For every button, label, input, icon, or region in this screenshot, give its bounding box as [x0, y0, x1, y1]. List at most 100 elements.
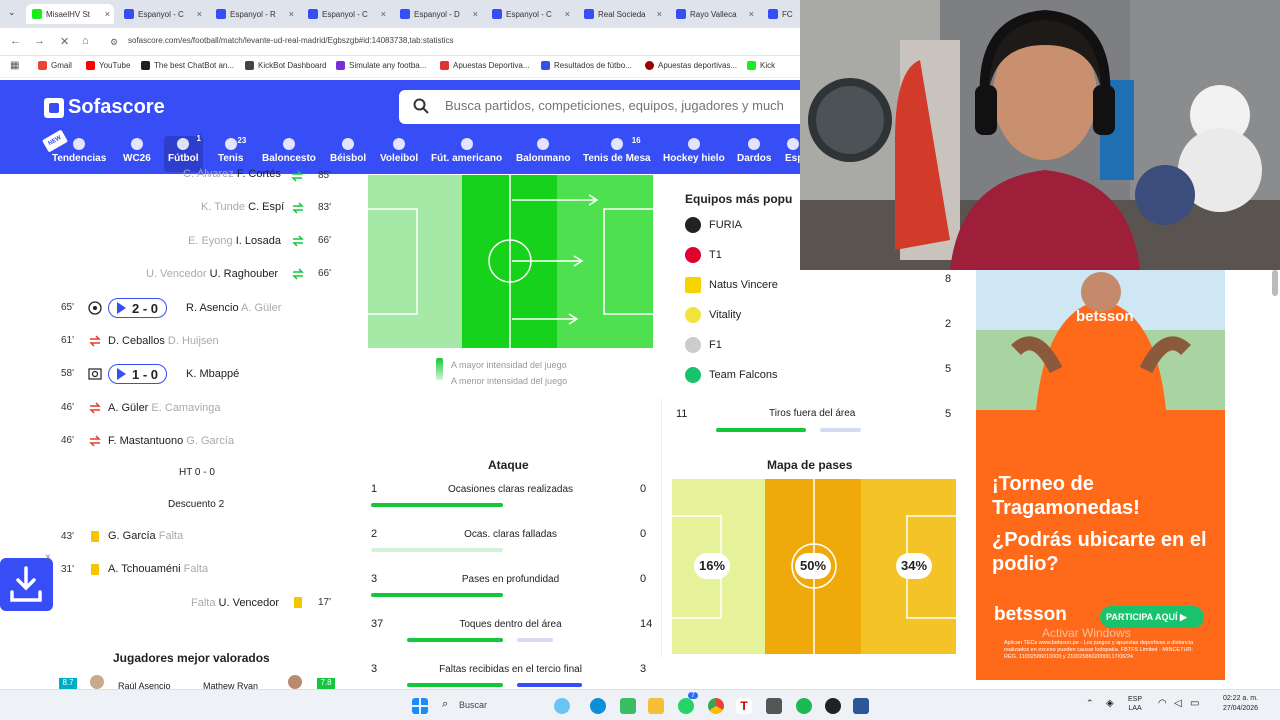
popular-team-item[interactable]: FURIA [685, 217, 742, 233]
bookmark-item[interactable]: Apuestas deportivas... [645, 61, 737, 70]
stat-label: Ocasiones claras realizadas [447, 484, 574, 495]
goal-highlight-button[interactable]: 2 - 0 [108, 298, 168, 318]
stop-loading-icon[interactable]: ✕ [60, 36, 70, 48]
tray-chevron-icon[interactable]: ⌃ [1086, 698, 1094, 708]
sport-tab-baloncesto[interactable]: Baloncesto [262, 138, 316, 164]
esports-icon [786, 138, 799, 150]
popular-team-item[interactable]: Natus Vincere [685, 277, 778, 293]
sport-tab-tendencias[interactable]: Tendencias [52, 138, 106, 164]
bookmark-item[interactable]: Kick [747, 61, 775, 70]
close-tab-icon[interactable]: × [472, 9, 478, 19]
text-app-icon[interactable]: T [736, 698, 752, 714]
windows-start-icon[interactable] [412, 698, 428, 714]
browser-tab[interactable]: Espanyol - C × [302, 4, 390, 24]
whatsapp-icon[interactable] [678, 698, 694, 714]
forward-icon[interactable]: → [34, 35, 45, 47]
taskbar-search-icon[interactable]: ⌕ [442, 698, 449, 710]
chrome-icon[interactable] [708, 698, 724, 714]
substitution-icon [291, 170, 303, 182]
sport-tab-esports[interactable]: Esp [785, 138, 800, 164]
taskbar-search[interactable]: Buscar [459, 700, 488, 710]
chat-app-icon[interactable] [620, 698, 636, 714]
close-tab-icon[interactable]: × [196, 9, 202, 19]
sofascore-favicon-icon [768, 9, 778, 19]
search-input[interactable] [445, 98, 795, 113]
bookmark-item[interactable]: Apuestas Deportiva... [440, 61, 529, 70]
browser-tab[interactable]: Espanyol - C × [486, 4, 574, 24]
input-language[interactable]: ESP LAA [1128, 696, 1143, 712]
sport-tab-tenis[interactable]: Tenis 23 [218, 136, 247, 164]
page-scrollbar[interactable] [1272, 270, 1278, 296]
search-box[interactable] [399, 90, 809, 124]
player-name[interactable]: Mathew Ryan [203, 681, 259, 689]
bookmark-item[interactable]: YouTube [86, 61, 130, 70]
live-count-badge: 16 [631, 136, 641, 145]
ad-cta-button[interactable]: PARTICIPA AQUÍ ▶ [1100, 606, 1204, 628]
bookmark-item[interactable]: Resultados de fútbo... [541, 61, 632, 70]
bookmark-item[interactable]: Gmail [38, 61, 72, 70]
sport-tab-tenis-de-mesa[interactable]: Tenis de Mesa 16 [583, 136, 651, 164]
file-explorer-icon[interactable] [648, 698, 664, 714]
sofascore-logo[interactable]: Sofascore [44, 96, 165, 119]
close-download-icon[interactable]: × [45, 552, 51, 563]
close-tab-icon[interactable]: × [104, 9, 110, 19]
browser-tab[interactable]: Espanyol - R × [210, 4, 298, 24]
close-tab-icon[interactable]: × [656, 9, 662, 19]
network-icon[interactable]: ◈ [1106, 698, 1114, 709]
browser-tab[interactable]: Espanyol - C × [118, 4, 206, 24]
sport-tab-hockey-hielo[interactable]: Hockey hielo [663, 138, 725, 164]
player-rating-badge: 7.8 [317, 678, 335, 689]
site-info-icon[interactable]: ⚙ [110, 37, 119, 47]
webcam-feed-image [800, 0, 1280, 270]
player-name[interactable]: Raúl Asencio [118, 681, 171, 689]
volume-icon[interactable]: ◁ [1174, 698, 1182, 709]
sport-tab-futbol[interactable]: Fútbol 1 [164, 134, 203, 172]
battery-icon[interactable]: ▭ [1190, 698, 1200, 709]
popular-team-item[interactable]: F1 [685, 337, 722, 353]
download-app-button[interactable] [0, 558, 53, 611]
widgets-icon[interactable] [554, 698, 570, 714]
browser-tab[interactable]: Espanyol - D × [394, 4, 482, 24]
browser-tab[interactable]: FC [762, 4, 800, 24]
close-tab-icon[interactable]: × [564, 9, 570, 19]
incident-minute: 17' [318, 597, 332, 608]
betsson-ad-banner[interactable]: betsson ¡Torneo de Tragamonedas! ¿Podrás… [976, 270, 1225, 680]
windows-taskbar: ⌕ Buscar 7 T ⌃ ◈ ESP LAA ◠ ◁ ▭ 02:22 a. m… [0, 689, 1280, 720]
bookmark-item[interactable]: KickBot Dashboard [245, 61, 326, 70]
sport-tab-beisbol[interactable]: Béisbol [330, 138, 366, 164]
incident-minute: 46' [61, 402, 75, 413]
sport-tab-balonmano[interactable]: Balonmano [516, 138, 570, 164]
sport-tab-futbol-americano[interactable]: Fút. americano [431, 138, 502, 164]
calculator-icon[interactable] [766, 698, 782, 714]
bookmark-item[interactable]: Simulate any footba... [336, 61, 426, 70]
edge-icon[interactable] [590, 698, 606, 714]
url-field[interactable]: sofascore.com/es/football/match/levante-… [128, 36, 454, 45]
clock[interactable]: 02:22 a. m. 27/04/2026 [1222, 695, 1258, 712]
obs-icon[interactable] [825, 698, 841, 714]
stat-away-value: 0 [640, 573, 647, 585]
popular-team-item[interactable]: T1 [685, 247, 722, 263]
tab-list-chevron-icon[interactable]: ⌄ [8, 7, 16, 17]
sport-tab-voleibol[interactable]: Voleibol [380, 138, 418, 164]
wifi-icon[interactable]: ◠ [1158, 698, 1167, 709]
sport-tab-wc26[interactable]: WC26 [123, 138, 151, 164]
stat-value: 5 [945, 363, 952, 375]
popular-team-item[interactable]: Vitality [685, 307, 741, 323]
goal-highlight-button[interactable]: 1 - 0 [108, 364, 168, 384]
close-tab-icon[interactable]: × [380, 9, 386, 19]
spotify-icon[interactable] [796, 698, 812, 714]
close-tab-icon[interactable]: × [748, 9, 754, 19]
browser-tab[interactable]: Rayo Valleca × [670, 4, 758, 24]
browser-tab[interactable]: MisaelHV St × [26, 4, 114, 24]
legend-low-label: A menor intensidad del juego [451, 376, 568, 386]
close-tab-icon[interactable]: × [288, 9, 294, 19]
browser-tab[interactable]: Real Socieda × [578, 4, 666, 24]
bookmark-item[interactable]: The best ChatBot an... [141, 61, 234, 70]
back-icon[interactable]: ← [10, 35, 21, 47]
apps-grid-icon[interactable]: ▦ [10, 60, 20, 71]
home-icon[interactable]: ⌂ [82, 35, 89, 47]
ad-brand: betsson [1076, 308, 1134, 325]
sport-tab-dardos[interactable]: Dardos [737, 138, 771, 164]
word-icon[interactable] [853, 698, 869, 714]
popular-team-item[interactable]: Team Falcons [685, 367, 777, 383]
